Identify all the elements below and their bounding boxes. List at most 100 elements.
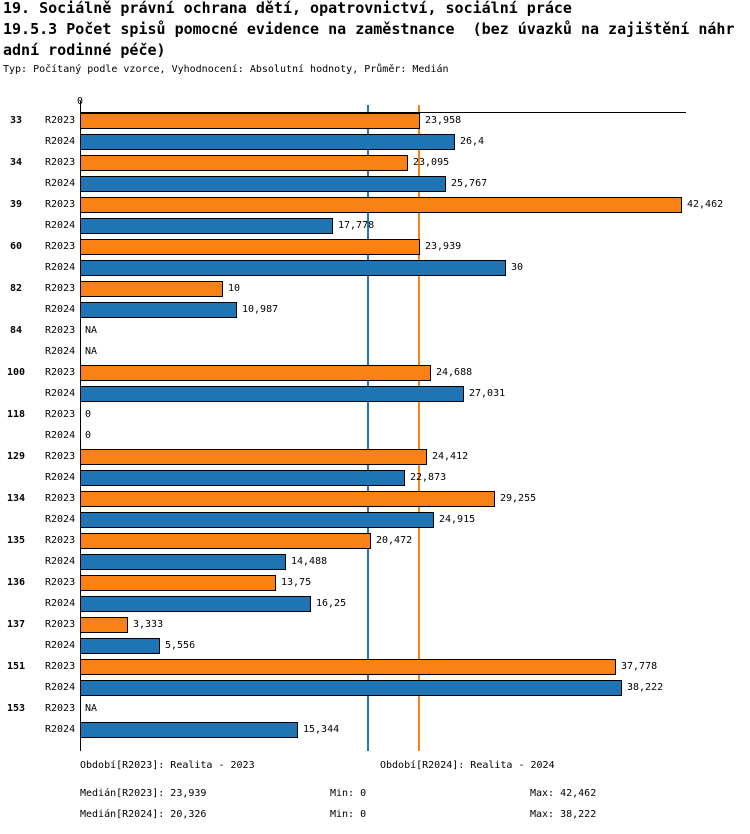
group-label: 134 bbox=[6, 493, 26, 504]
series-label: R2023 bbox=[45, 703, 76, 714]
series-label: R2024 bbox=[45, 262, 76, 273]
bar-chart: 0 33 R2023 23,958 R2024 26,4 34 R2023 23,095 R202… bbox=[6, 96, 724, 751]
bar-r2023 bbox=[80, 281, 223, 297]
group-label: 118 bbox=[6, 409, 26, 420]
group-label: 153 bbox=[6, 703, 26, 714]
series-label: R2023 bbox=[45, 535, 76, 546]
bar-r2023 bbox=[80, 617, 128, 633]
report-title-line-1: 19. Sociálně právní ochrana dětí, opatro… bbox=[3, 0, 572, 17]
value-label: 20,472 bbox=[376, 535, 413, 546]
bar-r2023 bbox=[80, 449, 427, 465]
x-axis-top-line bbox=[80, 112, 686, 113]
value-label: 24,915 bbox=[439, 514, 476, 525]
series-label: R2024 bbox=[45, 388, 76, 399]
series-label: R2023 bbox=[45, 661, 76, 672]
bar-r2023 bbox=[80, 239, 420, 255]
group-label: 129 bbox=[6, 451, 26, 462]
series-label: R2023 bbox=[45, 199, 76, 210]
value-label: 37,778 bbox=[621, 661, 658, 672]
bar-r2024 bbox=[80, 302, 237, 318]
group-label: 39 bbox=[9, 199, 23, 210]
bar-r2024 bbox=[80, 596, 311, 612]
series-label: R2024 bbox=[45, 598, 76, 609]
footer-median-r2024: Medián[R2024]: 20,326 bbox=[80, 809, 207, 820]
series-label: R2024 bbox=[45, 304, 76, 315]
bar-r2024 bbox=[80, 134, 455, 150]
value-label: 30 bbox=[511, 262, 524, 273]
footer-period-r2024: Období[R2024]: Realita - 2024 bbox=[380, 760, 555, 771]
bar-r2024 bbox=[80, 554, 286, 570]
value-label: 42,462 bbox=[687, 199, 724, 210]
series-label: R2024 bbox=[45, 178, 76, 189]
series-label: R2023 bbox=[45, 115, 76, 126]
footer-min-r2024: Min: 0 bbox=[330, 809, 367, 820]
value-label: 14,488 bbox=[291, 556, 328, 567]
value-label: 10 bbox=[228, 283, 241, 294]
bar-r2024 bbox=[80, 470, 405, 486]
value-label: 10,987 bbox=[242, 304, 279, 315]
value-label: 5,556 bbox=[165, 640, 196, 651]
value-label: 13,75 bbox=[281, 577, 312, 588]
series-label: R2024 bbox=[45, 346, 76, 357]
bar-r2024 bbox=[80, 386, 464, 402]
value-label: 23,939 bbox=[425, 241, 462, 252]
bar-r2023 bbox=[80, 491, 495, 507]
footer-max-r2024: Max: 38,222 bbox=[530, 809, 597, 820]
median-line-r2024 bbox=[367, 105, 369, 751]
value-label: 24,688 bbox=[436, 367, 473, 378]
series-label: R2024 bbox=[45, 136, 76, 147]
value-label: NA bbox=[85, 703, 98, 714]
series-label: R2024 bbox=[45, 430, 76, 441]
x-axis-zero-label: 0 bbox=[76, 96, 84, 107]
value-label: 0 bbox=[85, 409, 92, 420]
series-label: R2024 bbox=[45, 640, 76, 651]
group-label: 136 bbox=[6, 577, 26, 588]
group-label: 151 bbox=[6, 661, 26, 672]
value-label: 16,25 bbox=[316, 598, 347, 609]
series-label: R2024 bbox=[45, 472, 76, 483]
bar-r2023 bbox=[80, 113, 420, 129]
value-label: 29,255 bbox=[500, 493, 537, 504]
series-label: R2023 bbox=[45, 619, 76, 630]
series-label: R2024 bbox=[45, 724, 76, 735]
value-label: 23,958 bbox=[425, 115, 462, 126]
footer-period-r2023: Období[R2023]: Realita - 2023 bbox=[80, 760, 255, 771]
y-axis-line bbox=[80, 101, 81, 751]
value-label: 0 bbox=[85, 430, 92, 441]
bar-r2024 bbox=[80, 176, 446, 192]
bar-r2023 bbox=[80, 533, 371, 549]
bar-r2024 bbox=[80, 260, 506, 276]
series-label: R2023 bbox=[45, 325, 76, 336]
value-label: 26,4 bbox=[460, 136, 485, 147]
value-label: 24,412 bbox=[432, 451, 469, 462]
value-label: 17,778 bbox=[338, 220, 375, 231]
series-label: R2024 bbox=[45, 682, 76, 693]
bar-r2024 bbox=[80, 512, 434, 528]
bar-r2024 bbox=[80, 722, 298, 738]
group-label: 84 bbox=[9, 325, 23, 336]
bar-r2024 bbox=[80, 218, 333, 234]
series-label: R2023 bbox=[45, 283, 76, 294]
bar-r2023 bbox=[80, 365, 431, 381]
group-label: 33 bbox=[9, 115, 23, 126]
series-label: R2023 bbox=[45, 157, 76, 168]
value-label: 27,031 bbox=[469, 388, 506, 399]
footer-min-r2023: Min: 0 bbox=[330, 788, 367, 799]
series-label: R2023 bbox=[45, 409, 76, 420]
series-label: R2023 bbox=[45, 241, 76, 252]
footer-max-r2023: Max: 42,462 bbox=[530, 788, 597, 799]
report-title-line-3: adní rodinné péče) bbox=[3, 41, 166, 59]
series-label: R2023 bbox=[45, 493, 76, 504]
value-label: 22,873 bbox=[410, 472, 447, 483]
bar-r2023 bbox=[80, 155, 408, 171]
bar-r2023 bbox=[80, 659, 616, 675]
series-label: R2024 bbox=[45, 220, 76, 231]
footer-median-r2023: Medián[R2023]: 23,939 bbox=[80, 788, 207, 799]
group-label: 137 bbox=[6, 619, 26, 630]
value-label: NA bbox=[85, 325, 98, 336]
value-label: 38,222 bbox=[627, 682, 664, 693]
value-label: 3,333 bbox=[133, 619, 164, 630]
series-label: R2024 bbox=[45, 514, 76, 525]
value-label: 15,344 bbox=[303, 724, 340, 735]
median-line-r2023 bbox=[418, 105, 420, 751]
